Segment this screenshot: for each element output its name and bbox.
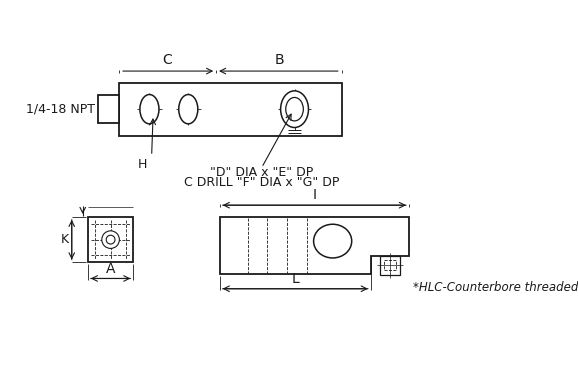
Ellipse shape <box>286 97 303 121</box>
Ellipse shape <box>140 94 159 124</box>
Text: I: I <box>312 188 316 202</box>
Bar <box>88 217 134 262</box>
Text: L: L <box>291 272 299 286</box>
Ellipse shape <box>314 224 351 258</box>
Text: C: C <box>162 53 172 68</box>
Bar <box>380 256 400 275</box>
Text: "D" DIA x "E" DP: "D" DIA x "E" DP <box>210 166 313 179</box>
Polygon shape <box>220 217 409 274</box>
Text: B: B <box>275 53 284 68</box>
Text: A: A <box>106 261 116 276</box>
Ellipse shape <box>281 91 309 128</box>
Bar <box>118 83 342 135</box>
Bar <box>98 95 118 123</box>
Text: K: K <box>61 233 69 246</box>
Circle shape <box>102 231 120 248</box>
Text: *HLC-Counterbore threaded: *HLC-Counterbore threaded <box>413 281 578 294</box>
Text: H: H <box>138 157 147 170</box>
Text: C DRILL "F" DIA x "G" DP: C DRILL "F" DIA x "G" DP <box>184 176 339 189</box>
Text: 1/4-18 NPT: 1/4-18 NPT <box>26 103 95 116</box>
Circle shape <box>106 235 115 244</box>
Bar <box>384 260 396 270</box>
Ellipse shape <box>179 94 198 124</box>
